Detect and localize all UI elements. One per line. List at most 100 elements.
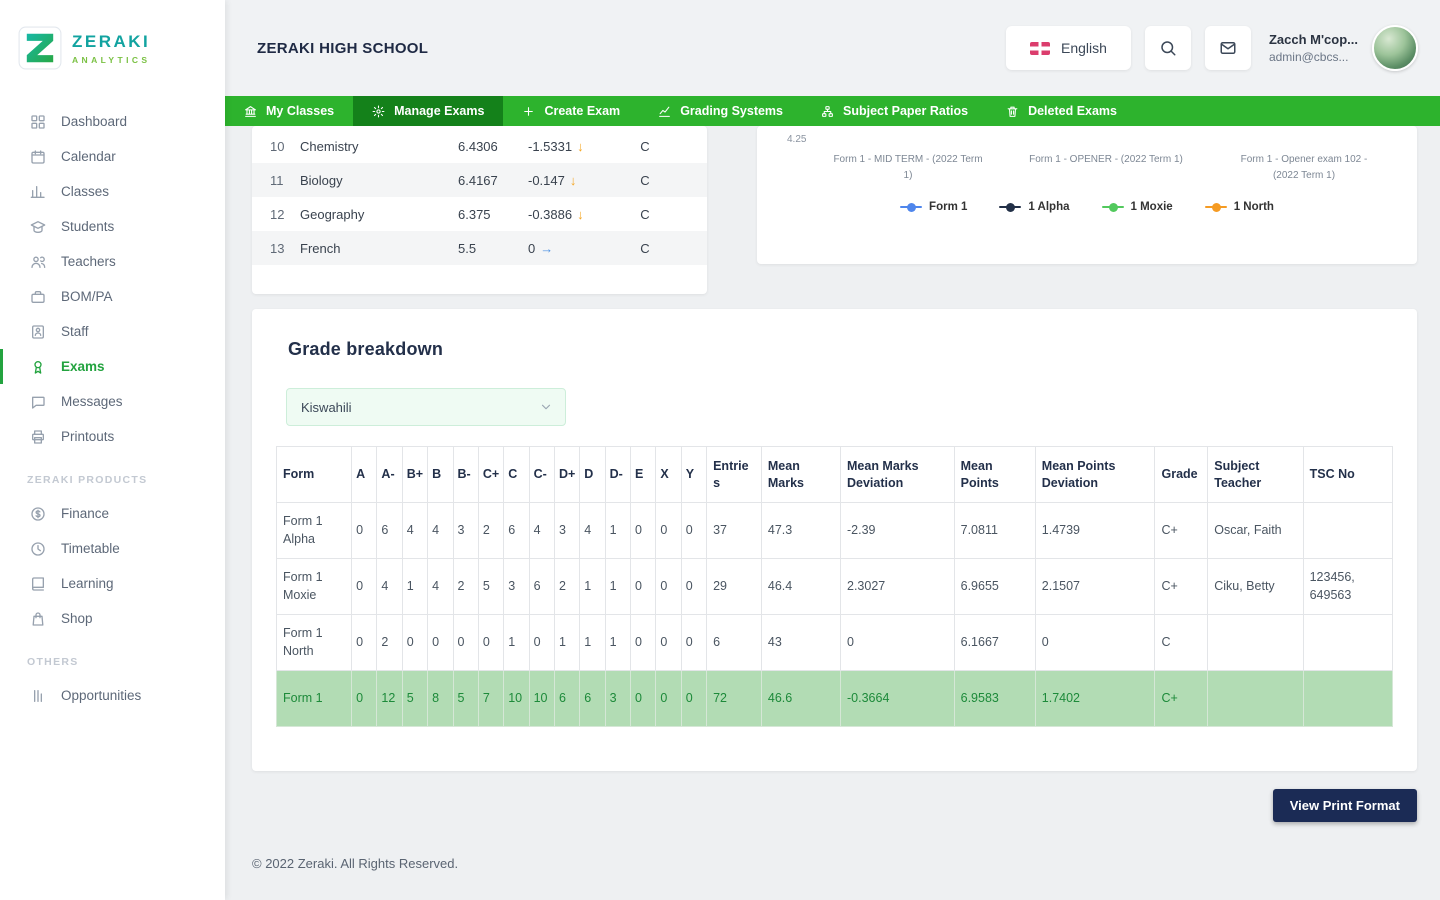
sidebar-item-classes[interactable]: Classes <box>0 174 225 209</box>
column-header-mean-points: Mean Points <box>953 446 1036 503</box>
column-header-c: C+ <box>477 446 505 503</box>
classes-icon <box>30 184 46 200</box>
cell-grade-count-b: 8 <box>427 670 454 727</box>
cell-grade-count-b: 3 <box>452 502 479 559</box>
legend-item-1-moxie[interactable]: 1 Moxie <box>1101 201 1173 213</box>
cell-grade-count-a: 0 <box>351 502 378 559</box>
subject-name: Geography <box>300 206 365 222</box>
subject-mean: 5.5 <box>458 240 477 256</box>
cell-grade-count-d: 1 <box>604 502 632 559</box>
tab-grading-systems[interactable]: Grading Systems <box>639 96 802 126</box>
chart-legend: Form 1 1 Alpha 1 Moxie 1 North <box>757 201 1417 213</box>
cell-mean-points: 6.1667 <box>953 614 1036 671</box>
sidebar-item-students[interactable]: Students <box>0 209 225 244</box>
tab-deleted-exams[interactable]: Deleted Exams <box>987 96 1136 126</box>
calendar-icon <box>30 149 46 165</box>
printouts-icon <box>30 429 46 445</box>
sidebar-item-staff[interactable]: Staff <box>0 314 225 349</box>
grade-row-form-1-moxie: Form 1 Moxie 0 4 1 4 2 5 3 6 2 1 1 0 0 0 29 46.4 2.3027 6.… <box>275 558 1394 615</box>
cell-mean-marks: 46.6 <box>760 670 842 727</box>
cell-grade-count-d: 6 <box>553 670 581 727</box>
column-header-e: E <box>630 446 657 503</box>
tab-manage-exams[interactable]: Manage Exams <box>353 96 504 126</box>
sidebar-item-finance[interactable]: Finance <box>0 496 225 531</box>
cell-grade-count-e: 0 <box>630 558 657 615</box>
brand-wordmark: ZERAKI ANALYTICS <box>72 32 150 65</box>
cell-grade-count-d: 3 <box>604 670 632 727</box>
tab-label: Deleted Exams <box>1028 104 1117 118</box>
sidebar-item-timetable[interactable]: Timetable <box>0 531 225 566</box>
subject-row-chemistry[interactable]: 10 Chemistry 6.4306 -1.5331 ↓ C <box>252 129 707 163</box>
flag-icon <box>1030 41 1051 55</box>
legend-item-1-alpha[interactable]: 1 Alpha <box>999 201 1070 213</box>
cell-form: Form 1 Moxie <box>275 558 353 615</box>
subject-ranking-table: 10 Chemistry 6.4306 -1.5331 ↓ C 11 Biology 6.416… <box>252 129 707 265</box>
brand-logo[interactable]: ZERAKI ANALYTICS <box>0 0 225 96</box>
grade-table-body: Form 1 Alpha 0 6 4 4 3 2 6 4 3 4 1 0 0 0 37 47.3 -2.39 7.0… <box>275 502 1394 727</box>
sidebar-item-opportunities[interactable]: Opportunities <box>0 678 225 713</box>
sitemap-icon <box>821 105 834 118</box>
legend-item-form-1[interactable]: Form 1 <box>900 201 967 213</box>
trend-flat-icon: → <box>540 240 554 256</box>
staff-icon <box>30 324 46 340</box>
subject-rank: 12 <box>270 206 285 222</box>
cell-mean-points: 6.9655 <box>953 558 1036 615</box>
tab-create-exam[interactable]: Create Exam <box>503 96 639 126</box>
view-print-format-button[interactable]: View Print Format <box>1272 789 1417 822</box>
sidebar-item-label: Opportunities <box>61 688 142 703</box>
cell-grade-count-c: 6 <box>528 558 555 615</box>
subject-filter-dropdown[interactable]: Kiswahili <box>286 388 566 426</box>
messages-button[interactable] <box>1204 26 1251 70</box>
sidebar-item-dashboard[interactable]: Dashboard <box>0 104 225 139</box>
sidebar-item-exams[interactable]: Exams <box>0 349 225 384</box>
sidebar-item-bom-pa[interactable]: BOM/PA <box>0 279 225 314</box>
sidebar-item-label: Shop <box>61 611 93 626</box>
legend-item-1-north[interactable]: 1 North <box>1204 201 1274 213</box>
subject-row-french[interactable]: 13 French 5.5 0 → C <box>252 231 707 265</box>
sidebar-item-label: Teachers <box>61 254 116 269</box>
chevron-down-icon <box>539 400 553 414</box>
cell-grade-count-c: 1 <box>503 614 530 671</box>
grade-row-form-1-north: Form 1 North 0 2 0 0 0 0 1 0 1 1 1 0 0 0 6 43 0 6.1667 0 C <box>275 614 1394 671</box>
search-button[interactable] <box>1144 26 1191 70</box>
language-selector[interactable]: English <box>1006 26 1131 70</box>
cell-grade-count-d: 1 <box>579 558 606 615</box>
cell-grade-count-d: 1 <box>553 614 581 671</box>
sidebar-item-label: Printouts <box>61 429 115 444</box>
cell-mean-marks: 47.3 <box>760 502 842 559</box>
sidebar-item-printouts[interactable]: Printouts <box>0 419 225 454</box>
user-email: admin@cbcs... <box>1268 50 1349 64</box>
cell-grade-count-b: 5 <box>401 670 429 727</box>
cell-tsc-no: 123456, 649563 <box>1302 558 1394 615</box>
mail-icon <box>1219 39 1237 57</box>
learning-icon <box>30 576 46 592</box>
sidebar-item-teachers[interactable]: Teachers <box>0 244 225 279</box>
user-info[interactable]: Zacch M'cop... admin@cbcs... <box>1269 32 1358 64</box>
sidebar-item-label: Learning <box>61 576 114 591</box>
cell-mean-marks-deviation: -0.3664 <box>840 670 955 727</box>
cell-mean-points: 7.0811 <box>953 502 1036 559</box>
sidebar-item-label: Exams <box>61 359 105 374</box>
sidebar-item-shop[interactable]: Shop <box>0 601 225 636</box>
avatar[interactable] <box>1372 25 1418 71</box>
sidebar-item-label: Dashboard <box>61 114 128 129</box>
column-header-b: B+ <box>401 446 429 503</box>
cell-grade-count-a: 0 <box>351 670 378 727</box>
sidebar-item-learning[interactable]: Learning <box>0 566 225 601</box>
content: 10 Chemistry 6.4306 -1.5331 ↓ C 11 Biology 6.416… <box>225 126 1440 900</box>
cell-subject-teacher: Ciku, Betty <box>1207 558 1304 615</box>
subject-row-biology[interactable]: 11 Biology 6.4167 -0.147 ↓ C <box>252 163 707 197</box>
sidebar-item-messages[interactable]: Messages <box>0 384 225 419</box>
cell-grade-count-c: 10 <box>528 670 555 727</box>
sidebar-item-calendar[interactable]: Calendar <box>0 139 225 174</box>
cell-mean-marks: 43 <box>760 614 842 671</box>
tab-my-classes[interactable]: My Classes <box>225 96 353 126</box>
tab-label: Create Exam <box>544 104 621 118</box>
legend-label: 1 North <box>1233 201 1274 213</box>
sidebar-section-label-others: OTHERS <box>27 656 79 668</box>
column-header-grade: Grade <box>1154 446 1209 503</box>
main-column: ZERAKI HIGH SCHOOL English Zacch M'cop..… <box>225 0 1440 900</box>
tab-subject-paper-ratios[interactable]: Subject Paper Ratios <box>802 96 987 126</box>
cell-grade-count-c: 3 <box>503 558 530 615</box>
subject-row-geography[interactable]: 12 Geography 6.375 -0.3886 ↓ C <box>252 197 707 231</box>
